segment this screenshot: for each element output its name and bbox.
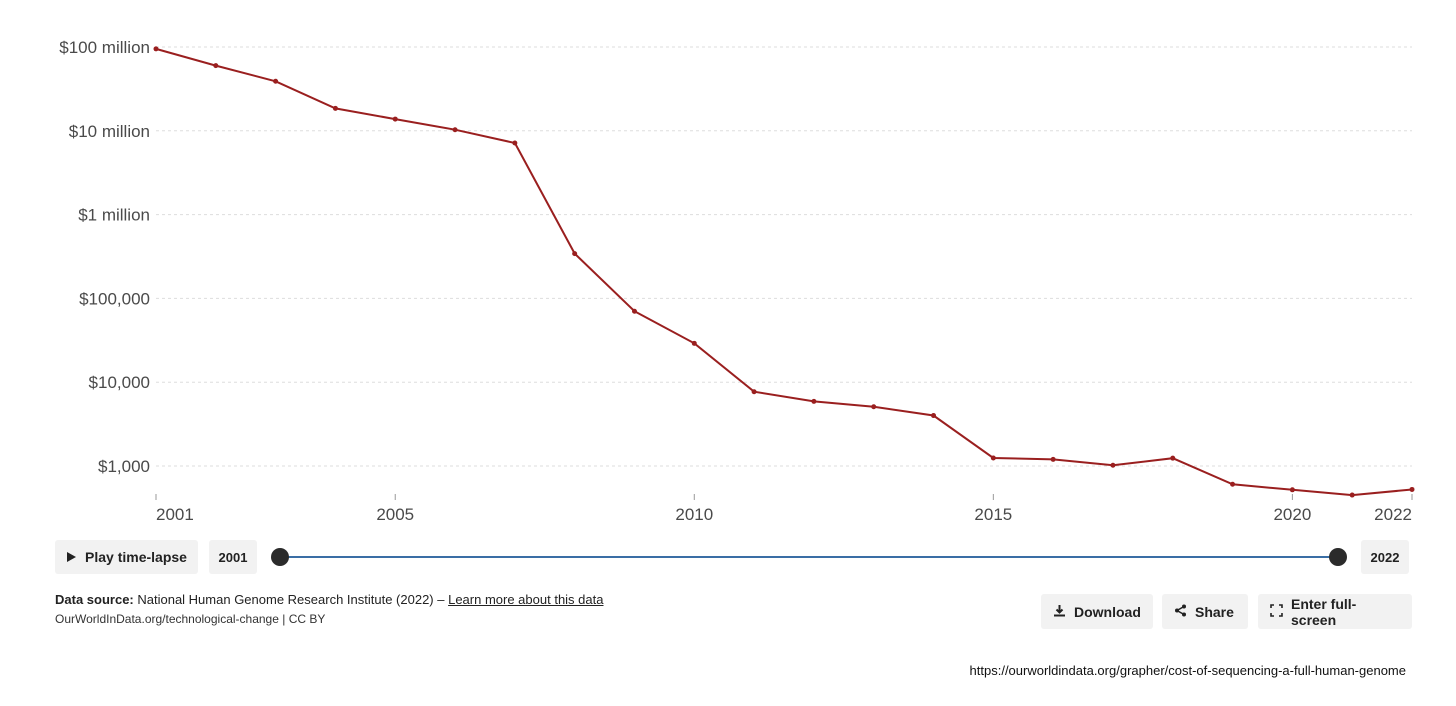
data-point[interactable] bbox=[572, 251, 578, 257]
data-source-heading: Data source: bbox=[55, 592, 134, 607]
timeline-controls: Play time-lapse 2001 2022 bbox=[55, 540, 1412, 574]
data-point[interactable] bbox=[691, 340, 697, 346]
download-icon bbox=[1053, 604, 1066, 620]
download-label: Download bbox=[1074, 603, 1141, 620]
series-line[interactable] bbox=[153, 46, 1415, 498]
fullscreen-button[interactable]: Enter full-screen bbox=[1258, 594, 1412, 629]
data-point[interactable] bbox=[751, 389, 757, 395]
x-tick-label: 2022 bbox=[1374, 505, 1412, 524]
data-point[interactable] bbox=[1230, 481, 1236, 487]
data-source: Data source: National Human Genome Resea… bbox=[55, 592, 603, 607]
y-tick-label: $10,000 bbox=[89, 373, 150, 392]
data-point[interactable] bbox=[1409, 486, 1415, 492]
y-tick-label: $1 million bbox=[78, 206, 150, 225]
license-text: OurWorldInData.org/technological-change … bbox=[55, 612, 326, 626]
data-point[interactable] bbox=[1110, 462, 1116, 468]
chart: $1,000 $10,000 $100,000 $1 million $10 milli… bbox=[59, 38, 1415, 524]
data-point[interactable] bbox=[990, 455, 996, 461]
x-axis: 2001 2005 2010 2015 2020 2022 bbox=[155, 494, 1413, 524]
data-point[interactable] bbox=[631, 308, 637, 314]
x-tick-label: 2010 bbox=[675, 505, 713, 524]
grid bbox=[156, 46, 1412, 467]
fullscreen-icon bbox=[1270, 603, 1283, 620]
end-year-label: 2022 bbox=[1361, 540, 1409, 574]
x-tick-label: 2001 bbox=[156, 505, 194, 524]
y-tick-label: $100,000 bbox=[79, 289, 150, 308]
timeline-start-handle[interactable] bbox=[271, 548, 289, 566]
data-point[interactable] bbox=[871, 404, 877, 410]
data-point[interactable] bbox=[392, 116, 398, 122]
data-point[interactable] bbox=[1170, 455, 1176, 461]
timeline-slider-track[interactable] bbox=[280, 556, 1338, 558]
data-source-text: National Human Genome Research Institute… bbox=[133, 592, 449, 607]
learn-more-link[interactable]: Learn more about this data bbox=[448, 592, 604, 607]
play-icon bbox=[67, 552, 76, 562]
series-path[interactable] bbox=[155, 47, 1413, 497]
data-point[interactable] bbox=[452, 127, 458, 133]
download-button[interactable]: Download bbox=[1041, 594, 1153, 629]
fullscreen-label: Enter full-screen bbox=[1291, 595, 1357, 628]
y-axis-labels: $1,000 $10,000 $100,000 $1 million $10 milli… bbox=[59, 38, 150, 476]
footer-info: Data source: National Human Genome Resea… bbox=[55, 592, 603, 626]
start-year-label: 2001 bbox=[209, 540, 257, 574]
share-icon bbox=[1174, 604, 1187, 620]
y-tick-label: $1,000 bbox=[98, 457, 150, 476]
data-point[interactable] bbox=[273, 78, 279, 84]
data-point[interactable] bbox=[811, 398, 817, 404]
data-point[interactable] bbox=[213, 63, 219, 69]
share-label: Share bbox=[1195, 603, 1234, 620]
data-point[interactable] bbox=[1050, 456, 1056, 462]
data-point[interactable] bbox=[931, 413, 937, 419]
x-tick-label: 2005 bbox=[376, 505, 414, 524]
page-url: https://ourworldindata.org/grapher/cost-… bbox=[969, 663, 1406, 678]
timeline-end-handle[interactable] bbox=[1329, 548, 1347, 566]
play-timelapse-button[interactable]: Play time-lapse bbox=[55, 540, 198, 574]
y-tick-label: $10 million bbox=[69, 122, 150, 141]
y-tick-label: $100 million bbox=[59, 38, 150, 57]
data-point[interactable] bbox=[512, 140, 518, 146]
share-button[interactable]: Share bbox=[1162, 594, 1248, 629]
data-point[interactable] bbox=[1349, 492, 1355, 498]
x-tick-label: 2020 bbox=[1273, 505, 1311, 524]
data-point[interactable] bbox=[332, 105, 338, 111]
data-point[interactable] bbox=[153, 46, 159, 52]
play-label: Play time-lapse bbox=[85, 549, 187, 565]
x-tick-label: 2015 bbox=[974, 505, 1012, 524]
data-point[interactable] bbox=[1289, 487, 1295, 493]
